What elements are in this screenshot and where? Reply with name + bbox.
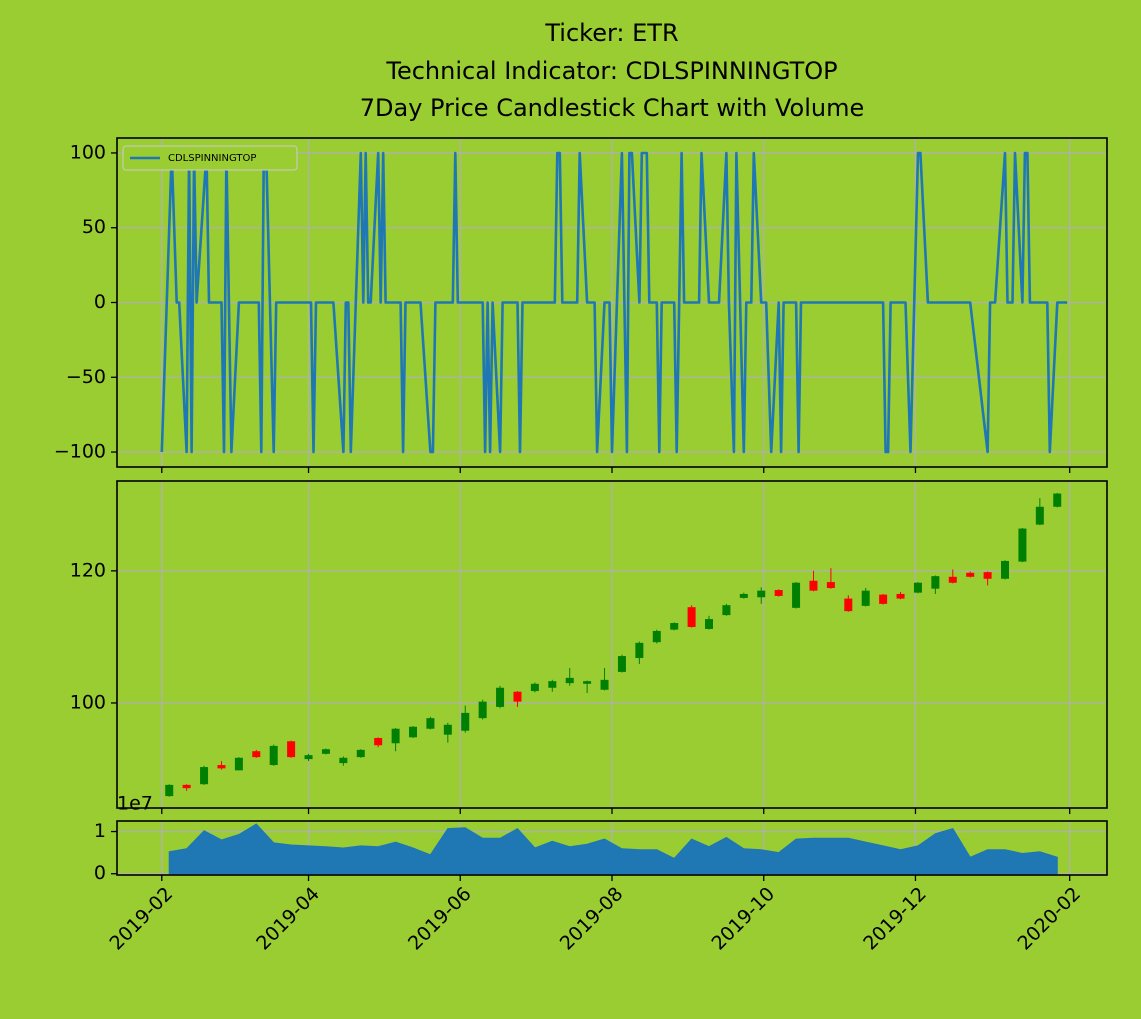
candle-body xyxy=(687,607,696,627)
candle-body xyxy=(443,724,452,735)
candle-body xyxy=(705,619,714,629)
candle-body xyxy=(478,701,487,719)
candle-body xyxy=(530,683,539,692)
candle-body xyxy=(1018,528,1027,562)
candle-body xyxy=(287,741,296,758)
area xyxy=(168,823,1058,875)
candle-body xyxy=(948,576,957,583)
candle-body xyxy=(635,642,644,659)
candle-body xyxy=(339,757,348,764)
candle-body xyxy=(931,576,940,589)
candle-body xyxy=(321,749,330,754)
candle-body xyxy=(252,751,261,758)
candle-body xyxy=(356,749,365,758)
candle-body xyxy=(426,718,435,729)
candle-body xyxy=(670,623,679,630)
candle-body xyxy=(496,687,505,707)
candle-body xyxy=(983,572,992,579)
candle-body xyxy=(774,590,783,596)
y-tick-label: 100 xyxy=(70,691,106,713)
y-tick-label: 0 xyxy=(94,291,106,313)
candle-body xyxy=(600,679,609,690)
y-tick-label: −50 xyxy=(66,366,106,388)
candle-body xyxy=(826,582,835,589)
candle-body xyxy=(565,677,574,684)
candle-body xyxy=(792,582,801,608)
candle-body xyxy=(896,593,905,599)
candle-body xyxy=(200,767,209,785)
candle-body xyxy=(583,681,592,684)
y-tick-label: 50 xyxy=(82,216,106,238)
candle-body xyxy=(548,681,557,688)
chart-title: 7Day Price Candlestick Chart with Volume xyxy=(360,94,865,122)
chart-title: Ticker: ETR xyxy=(544,19,678,47)
candle-body xyxy=(739,593,748,598)
axes-frame xyxy=(116,137,1108,468)
y-tick-label: 1 xyxy=(94,820,106,842)
candle-body xyxy=(722,605,731,616)
candle-body xyxy=(617,656,626,672)
candle-body xyxy=(374,737,383,746)
candle-body xyxy=(861,590,870,606)
legend xyxy=(122,145,298,171)
candle-body xyxy=(409,726,418,738)
candle-body xyxy=(652,630,661,643)
axes-frame xyxy=(116,820,1108,876)
candle-body xyxy=(165,784,174,797)
candle-body xyxy=(844,598,853,612)
candle-body xyxy=(182,784,191,789)
candle-body xyxy=(461,712,470,731)
candle-body xyxy=(391,728,400,744)
candle-body xyxy=(913,582,922,593)
candle-body xyxy=(1053,493,1062,507)
chart-title: Technical Indicator: CDLSPINNINGTOP xyxy=(385,57,837,85)
y-tick-label: 120 xyxy=(70,559,106,581)
candle-body xyxy=(966,572,975,577)
legend-label: CDLSPINNINGTOP xyxy=(168,153,256,164)
candle-body xyxy=(217,765,226,769)
candle-body xyxy=(1001,560,1010,579)
candle-body xyxy=(304,755,313,760)
axes-frame xyxy=(116,480,1108,809)
candle-body xyxy=(809,580,818,591)
candle-body xyxy=(269,745,278,766)
axis-offset-label: 1e7 xyxy=(117,793,153,815)
candle-body xyxy=(879,594,888,604)
candle-body xyxy=(234,757,243,771)
candle-body xyxy=(757,590,766,598)
candle-body xyxy=(1035,506,1044,525)
y-tick-label: −100 xyxy=(54,441,106,463)
candle-body xyxy=(513,691,522,702)
line xyxy=(160,151,1068,454)
y-tick-label: 0 xyxy=(94,862,106,884)
y-tick-label: 100 xyxy=(70,141,106,163)
